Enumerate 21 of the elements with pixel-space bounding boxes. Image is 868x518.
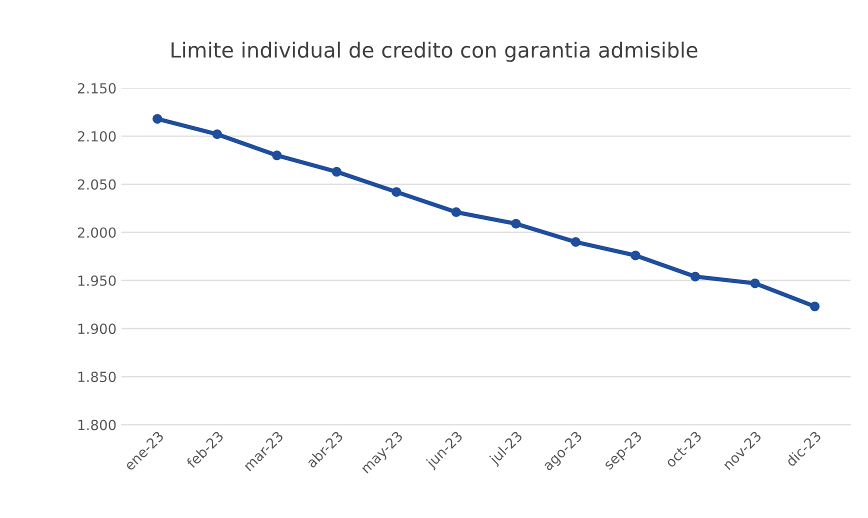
y-tick-label: 2.050 [78, 179, 116, 190]
point [392, 187, 402, 197]
point [810, 302, 820, 312]
y-tick-label: 2.150 [78, 83, 116, 94]
point [630, 250, 640, 260]
point [212, 129, 222, 140]
y-tick-label: 2.000 [78, 227, 116, 238]
y-tick-label: 1.850 [78, 372, 116, 382]
point [690, 272, 700, 282]
point [570, 237, 581, 247]
point [451, 207, 462, 218]
y-tick-label: 1.800 [78, 420, 116, 430]
point [152, 114, 162, 124]
y-tick-label: 1.950 [78, 275, 116, 286]
point [511, 218, 521, 229]
point [332, 166, 342, 177]
y-tick-label: 1.900 [78, 324, 116, 334]
y-tick-label: 2.100 [78, 131, 116, 142]
chart-title: Limite individual de credito con garantia admisible [172, 42, 698, 62]
point [272, 150, 282, 160]
point [750, 278, 760, 288]
